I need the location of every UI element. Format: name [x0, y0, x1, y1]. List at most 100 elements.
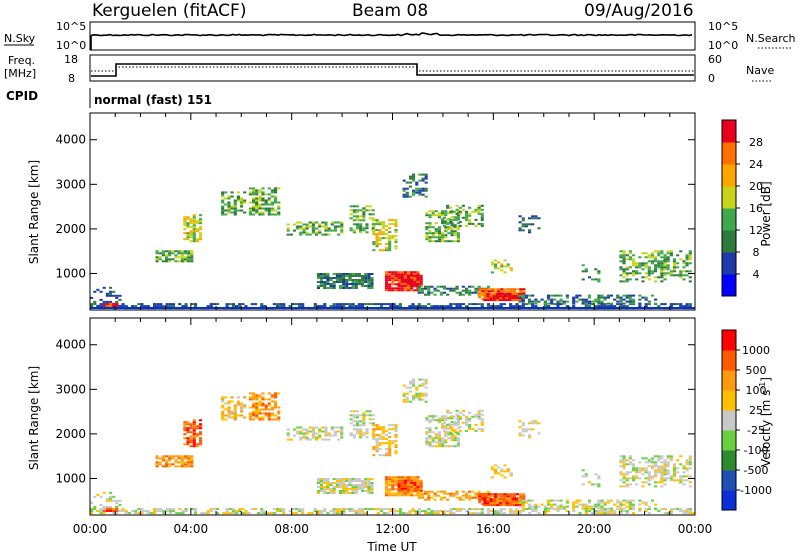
velocity-cell [183, 461, 188, 464]
velocity-cell [183, 437, 187, 440]
power-cell [424, 177, 428, 180]
velocity-cell [327, 432, 331, 435]
power-cell [248, 193, 252, 196]
velocity-cell [499, 502, 503, 505]
power-cell [471, 303, 475, 306]
velocity-cell [258, 394, 262, 397]
velocity-cell [647, 483, 651, 486]
power-cell [240, 197, 244, 200]
velocity-cell [663, 467, 667, 470]
velocity-cell [190, 463, 194, 466]
power-cell [492, 293, 496, 296]
power-cell [159, 305, 163, 308]
power-cell [672, 260, 677, 263]
velocity-colorbar-swatch [722, 470, 736, 491]
cpid-label: CPID [6, 89, 38, 103]
velocity-cell [342, 478, 346, 481]
power-ytick-label: 1000 [55, 266, 86, 280]
velocity-cell [177, 457, 181, 460]
velocity-cell [199, 425, 203, 428]
velocity-cell [258, 416, 262, 419]
power-cell [688, 303, 692, 306]
power-cell [367, 285, 371, 288]
velocity-cell [308, 438, 312, 441]
velocity-cell [186, 421, 190, 424]
velocity-cell [378, 426, 382, 429]
velocity-cell [389, 510, 393, 513]
power-cell [654, 266, 658, 269]
velocity-cell [338, 490, 343, 493]
power-cell [394, 245, 398, 248]
velocity-cell [447, 433, 451, 436]
velocity-cell [644, 508, 648, 511]
velocity-cell [660, 479, 664, 482]
velocity-cell [375, 444, 379, 447]
power-cell [267, 207, 271, 210]
power-cell [407, 276, 411, 279]
power-cell [493, 305, 497, 308]
velocity-cell [452, 494, 456, 497]
velocity-cell [294, 512, 298, 515]
velocity-cell [663, 512, 667, 515]
velocity-cell [603, 503, 607, 506]
power-cell [584, 305, 588, 308]
velocity-cell [477, 413, 481, 416]
power-cell [248, 191, 252, 194]
velocity-cell [597, 477, 601, 480]
power-cell [189, 234, 193, 237]
velocity-cell [647, 459, 651, 462]
velocity-cell [486, 498, 490, 501]
power-cell [490, 261, 494, 264]
velocity-cell [521, 505, 525, 508]
power-cell [410, 273, 414, 276]
power-cell [431, 236, 435, 239]
velocity-cell [647, 512, 651, 515]
power-cell [96, 288, 100, 291]
nsearch-label: N.Search [746, 32, 796, 45]
power-cell [685, 254, 689, 257]
power-cell [298, 305, 302, 308]
power-cell [209, 305, 213, 308]
power-cell [190, 303, 194, 306]
velocity-cell [666, 471, 670, 474]
velocity-cell [351, 492, 355, 495]
velocity-cell [657, 471, 661, 474]
power-cell [394, 287, 398, 290]
velocity-cell [622, 477, 626, 480]
velocity-cell [521, 428, 525, 431]
velocity-cell [178, 508, 182, 511]
power-cell [436, 289, 440, 292]
velocity-cell [255, 394, 259, 397]
power-cell [381, 227, 385, 230]
power-cell [407, 280, 411, 283]
velocity-cell [274, 394, 278, 397]
velocity-cell [248, 392, 252, 395]
power-cell [267, 203, 271, 206]
velocity-cell [657, 510, 661, 513]
velocity-cell [381, 454, 385, 457]
velocity-cell [372, 446, 376, 449]
power-cell [183, 216, 187, 219]
power-cell [227, 211, 231, 214]
velocity-cell [480, 417, 484, 420]
velocity-cell [365, 432, 369, 435]
velocity-cell [267, 414, 271, 417]
velocity-cell [351, 510, 355, 513]
power-cell [490, 290, 494, 293]
power-cell [236, 197, 240, 200]
velocity-cell [233, 408, 237, 411]
velocity-cell [417, 490, 421, 493]
power-cell [221, 191, 225, 194]
power-cell [338, 305, 343, 308]
velocity-cell [397, 478, 401, 481]
power-cell [180, 258, 184, 261]
power-cell [292, 229, 297, 232]
velocity-cell [292, 428, 297, 431]
power-cell [628, 258, 632, 261]
velocity-cell [355, 422, 360, 425]
velocity-cell [534, 422, 538, 425]
velocity-cell [244, 512, 248, 515]
power-cell [444, 228, 448, 231]
power-cell [456, 234, 460, 237]
power-cell [402, 195, 406, 198]
